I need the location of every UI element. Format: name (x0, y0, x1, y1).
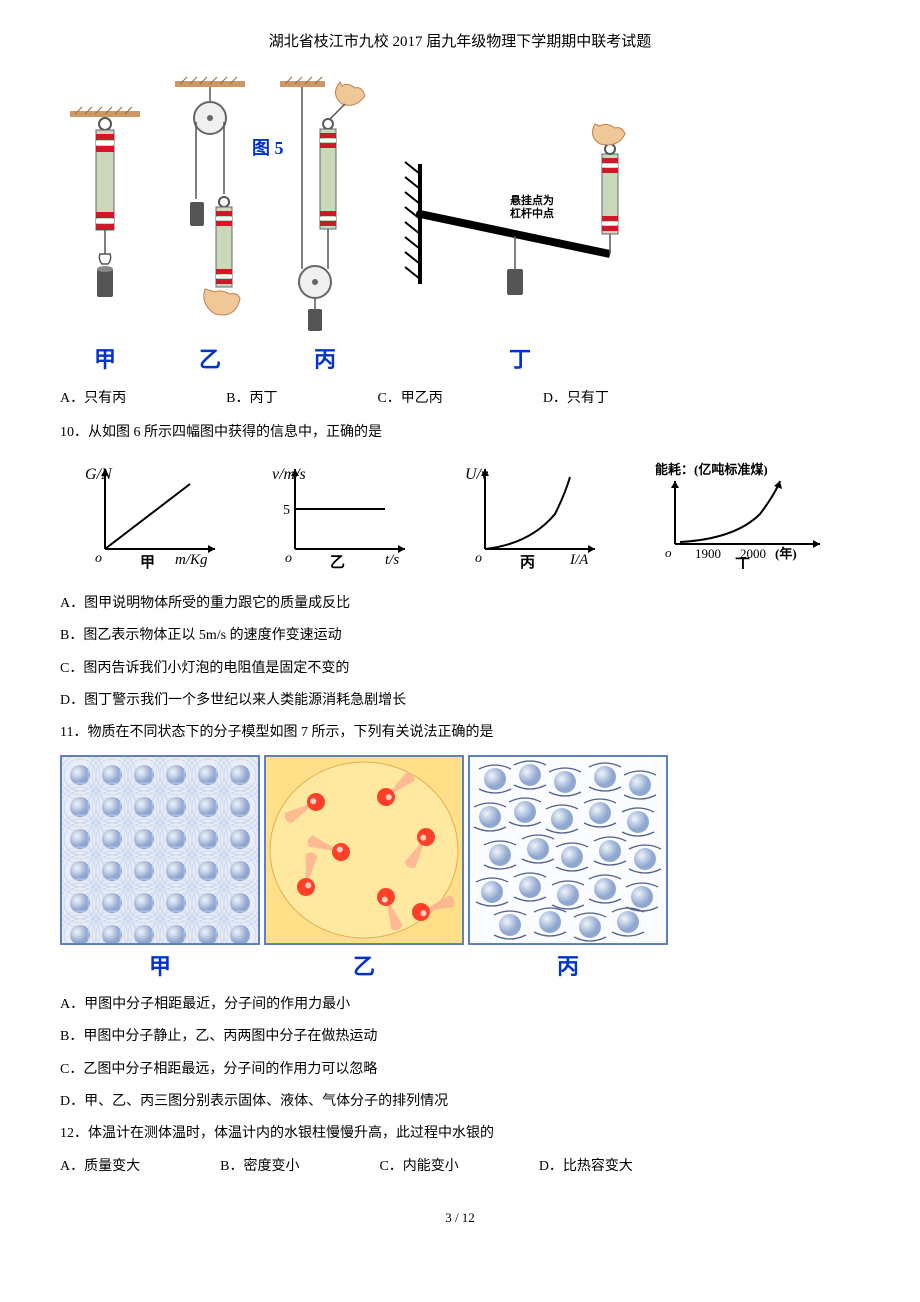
q11-opt-d: D．甲、乙、丙三图分别表示固体、液体、气体分子的排列情况 (60, 1091, 860, 1113)
spring-scale-jia-svg (60, 104, 150, 334)
q11-text: 11．物质在不同状态下的分子模型如图 7 所示，下列有关说法正确的是 (60, 722, 860, 744)
g1-xl: m/Kg (175, 552, 208, 568)
q11-opt-b: B．甲图中分子静止，乙、丙两图中分子在做热运动 (60, 1026, 860, 1048)
g4-xl: (年) (775, 546, 797, 561)
mol-lab-jia: 甲 (60, 949, 260, 984)
g2-yv: 5 (283, 503, 290, 518)
q11-sublabels: 甲 乙 丙 (60, 949, 860, 984)
g4-yl: 能耗：(亿吨标准煤) (655, 462, 768, 477)
graph-yi: v/m/s 5 o t/s 乙 (270, 459, 420, 577)
spring-scale-bing-svg (270, 74, 380, 334)
g1-o: o (95, 551, 102, 566)
q9-opt-c: C．甲乙丙 (377, 388, 442, 410)
g1-sub: 甲 (140, 554, 155, 569)
mol-lab-bing: 丙 (468, 949, 668, 984)
q10-graphs: G/N o m/Kg 甲 v/m/s 5 o t/s 乙 U/v (60, 459, 860, 577)
graph-jia: G/N o m/Kg 甲 (80, 459, 230, 577)
q11-opt-a: A．甲图中分子相距最近，分子间的作用力最小 (60, 994, 860, 1016)
q9-opt-d: D．只有丁 (543, 388, 609, 410)
q10-opt-c: C．图丙告诉我们小灯泡的电阻值是固定不变的 (60, 658, 860, 680)
mol-lab-yi: 乙 (264, 949, 464, 984)
g3-yl: U/v (465, 466, 489, 483)
q12-opt-a: A．质量变大 (60, 1156, 140, 1178)
fig5-label-jia: 甲 (60, 342, 150, 377)
figure-5: 甲 乙 图 5 (60, 74, 860, 378)
g2-sub: 乙 (330, 555, 345, 569)
mol-jia (60, 755, 260, 945)
g2-yl: v/m/s (272, 466, 306, 483)
fig5-yi: 乙 (160, 74, 260, 378)
g4-x1: 1900 (695, 546, 721, 561)
fig5-label-ding: 丁 (390, 342, 650, 377)
mol-yi (264, 755, 464, 945)
q12-opt-d: D．比热容变大 (539, 1156, 633, 1178)
q12-opt-c: C．内能变小 (379, 1156, 458, 1178)
graph-bing: U/v o I/A 丙 (460, 459, 610, 577)
graph-ding: 能耗：(亿吨标准煤) o 1900 2000 (年) 丁 (650, 459, 840, 577)
q10-opt-b: B．图乙表示物体正以 5m/s 的速度作变速运动 (60, 625, 860, 647)
g2-xl: t/s (385, 552, 399, 568)
lever-annot-1: 悬挂点为 (509, 193, 554, 207)
q12-options: A．质量变大 B．密度变小 C．内能变小 D．比热容变大 (60, 1156, 860, 1178)
q10-opt-d: D．图丁警示我们一个多世纪以来人类能源消耗急剧增长 (60, 690, 860, 712)
q11-figures (60, 755, 860, 945)
lever-annot-2: 杠杆中点 (510, 206, 554, 220)
spring-scale-yi-svg (160, 74, 260, 334)
fig5-label-bing: 丙 (270, 342, 380, 377)
spring-scale-ding-svg: 悬挂点为 杠杆中点 (390, 104, 650, 334)
q12-opt-b: B．密度变小 (220, 1156, 299, 1178)
fig5-label-yi: 乙 (160, 342, 260, 377)
fig5-jia: 甲 (60, 104, 150, 378)
g3-o: o (475, 551, 482, 566)
page-footer: 3 / 12 (60, 1208, 860, 1229)
q12-text: 12．体温计在测体温时，体温计内的水银柱慢慢升高，此过程中水银的 (60, 1123, 860, 1145)
g2-o: o (285, 551, 292, 566)
g4-o: o (665, 545, 672, 560)
g4-sub: 丁 (735, 557, 750, 569)
q9-opt-a: A．只有丙 (60, 388, 126, 410)
q10-text: 10．从如图 6 所示四幅图中获得的信息中，正确的是 (60, 422, 860, 444)
q10-opt-a: A．图甲说明物体所受的重力跟它的质量成反比 (60, 593, 860, 615)
fig5-ding: 悬挂点为 杠杆中点 丁 (390, 104, 650, 378)
mol-bing (468, 755, 668, 945)
g3-xl: I/A (569, 552, 589, 568)
g3-sub: 丙 (520, 554, 535, 569)
fig5-bing: 图 5 丙 (270, 74, 380, 378)
q9-opt-b: B．丙丁 (226, 388, 277, 410)
q9-options: A．只有丙 B．丙丁 C．甲乙丙 D．只有丁 (60, 388, 860, 410)
figure5-caption: 图 5 (252, 134, 284, 163)
g1-yl: G/N (85, 466, 113, 483)
page-header-title: 湖北省枝江市九校 2017 届九年级物理下学期期中联考试题 (60, 30, 860, 54)
q11-opt-c: C．乙图中分子相距最远，分子间的作用力可以忽略 (60, 1059, 860, 1081)
